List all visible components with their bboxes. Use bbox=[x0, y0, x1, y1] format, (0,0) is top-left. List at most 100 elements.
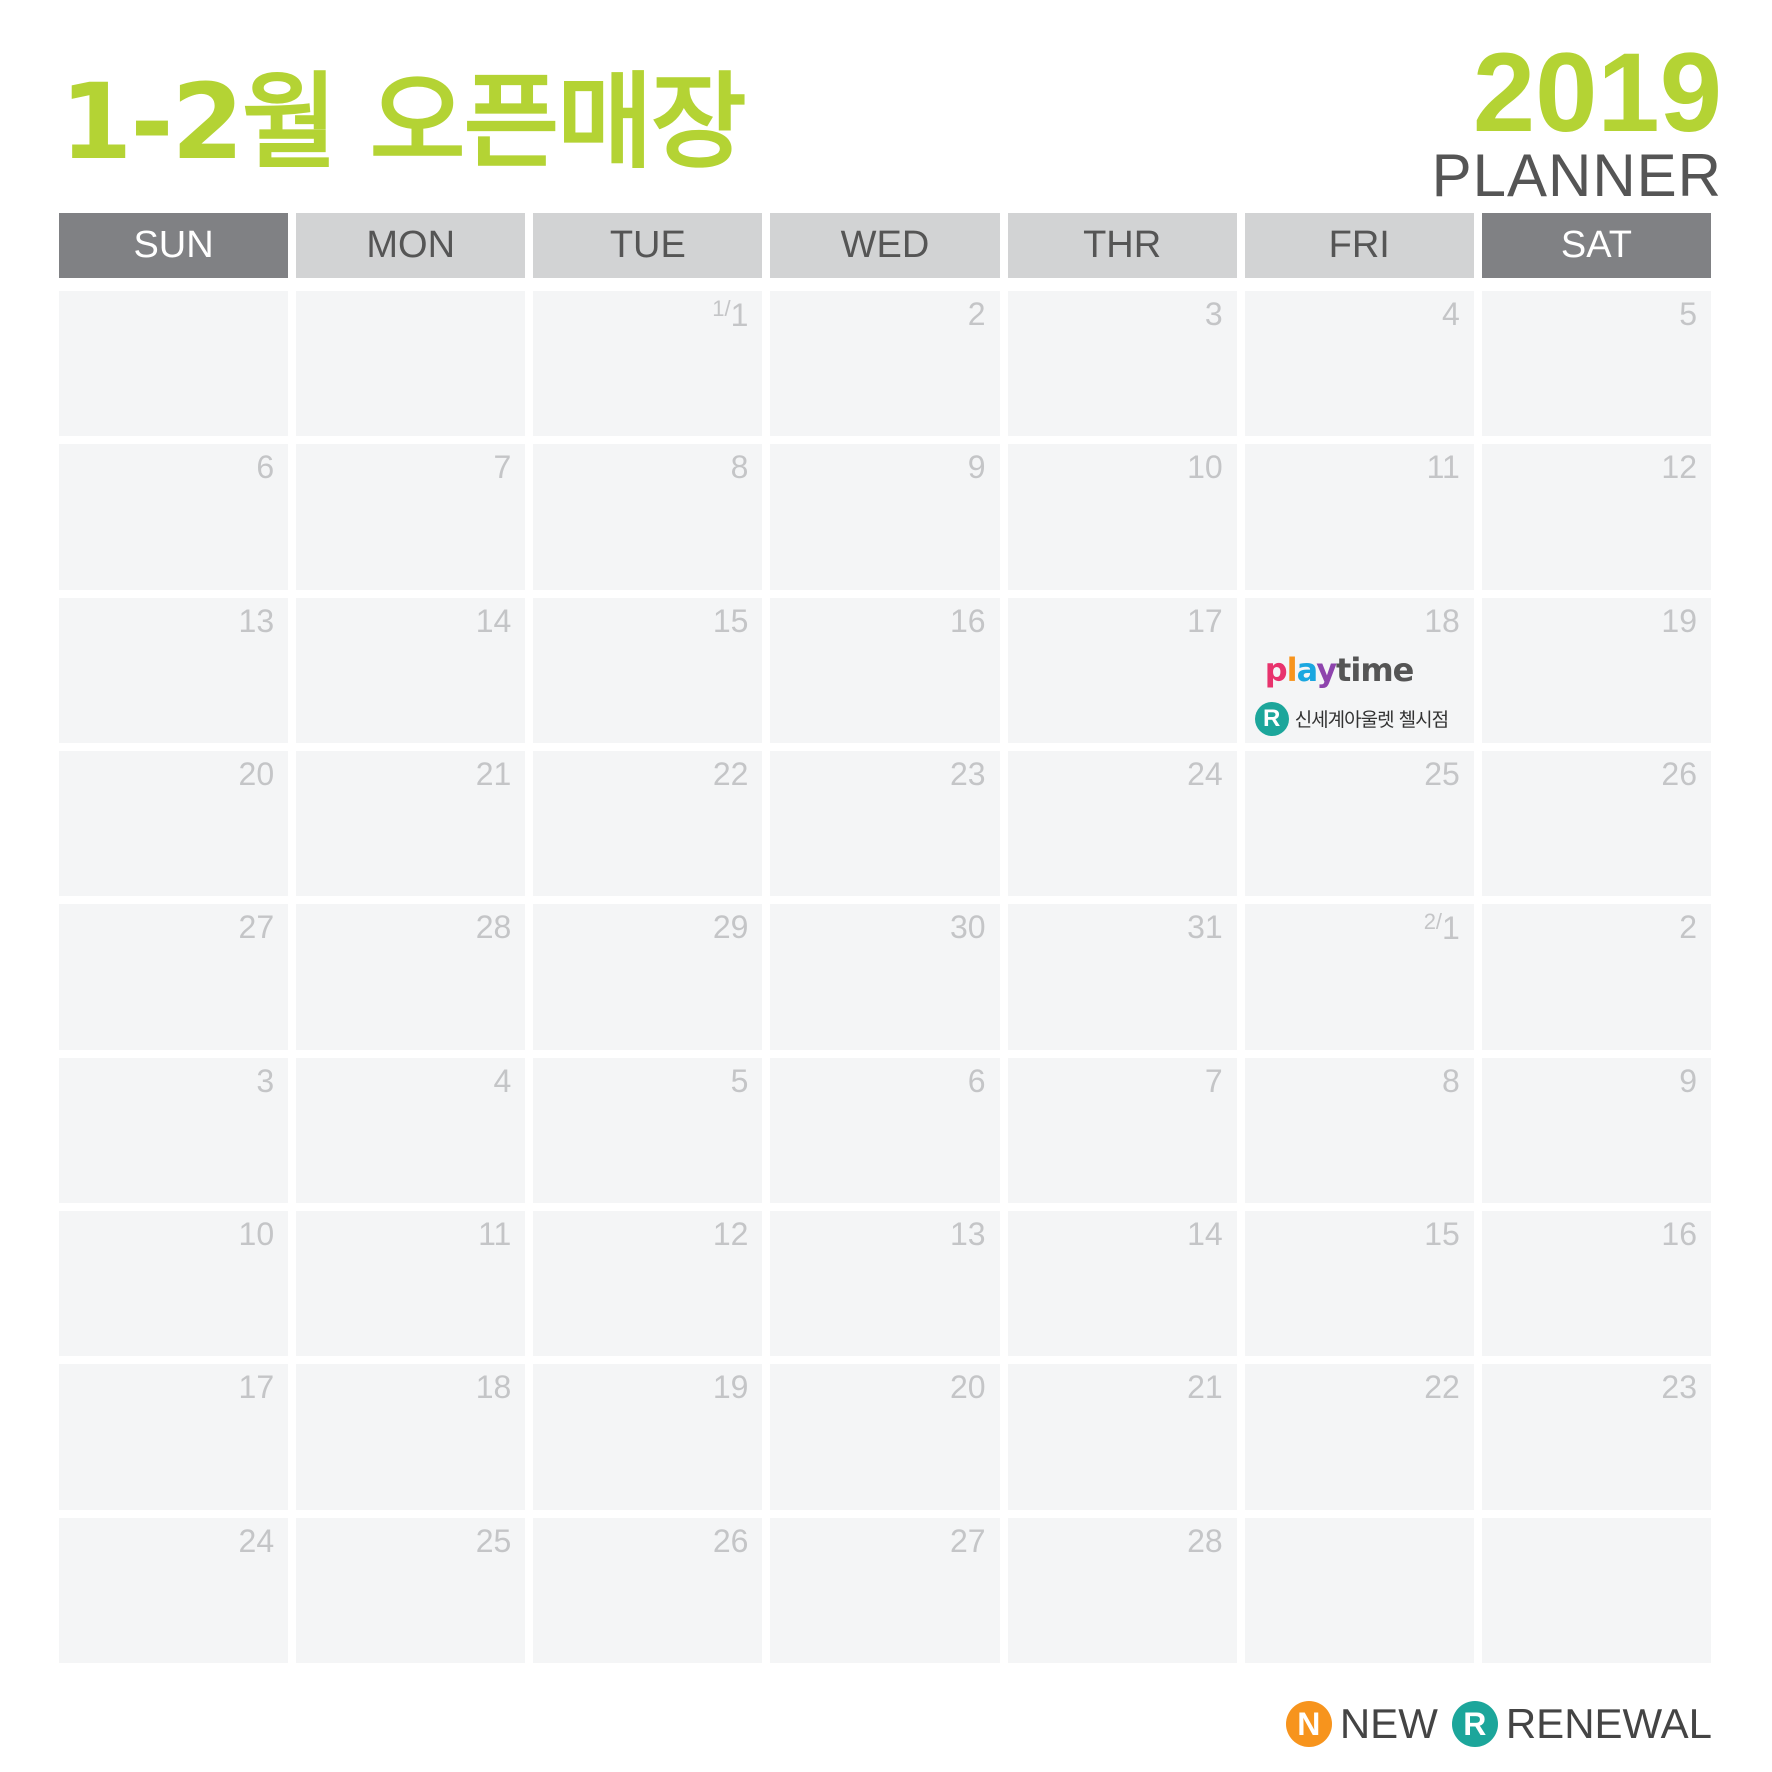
month-marker: 1/ bbox=[712, 296, 731, 321]
day-cell[interactable]: 24 bbox=[59, 1517, 289, 1663]
day-cell[interactable]: 29 bbox=[533, 904, 763, 1050]
day-cell[interactable]: 12 bbox=[533, 1210, 763, 1357]
day-cell[interactable]: 26 bbox=[533, 1517, 763, 1663]
day-cell[interactable]: 9 bbox=[770, 444, 1000, 590]
day-value: 30 bbox=[949, 909, 986, 946]
day-cell[interactable]: 3 bbox=[59, 1057, 289, 1203]
day-value: 15 bbox=[1424, 1215, 1460, 1252]
day-cell[interactable]: 23 bbox=[770, 750, 1000, 897]
day-value: 8 bbox=[730, 449, 749, 486]
day-cell[interactable]: 5 bbox=[1481, 291, 1711, 437]
day-value: 20 bbox=[949, 1369, 986, 1406]
day-cell[interactable]: 16 bbox=[1481, 1210, 1711, 1357]
day-cell[interactable]: 20 bbox=[770, 1364, 1000, 1510]
day-number: 20 bbox=[950, 1370, 986, 1405]
header-sun: SUN bbox=[59, 213, 289, 278]
day-cell[interactable]: 10 bbox=[1007, 444, 1237, 590]
day-value: 26 bbox=[712, 1522, 749, 1559]
day-cell[interactable]: 21 bbox=[1007, 1364, 1237, 1510]
day-cell[interactable]: 19 bbox=[1481, 597, 1711, 743]
day-value: 1 bbox=[1442, 910, 1460, 947]
day-value: 26 bbox=[1661, 755, 1697, 792]
day-number: 4 bbox=[493, 1063, 511, 1099]
day-cell[interactable]: 16 bbox=[770, 597, 1000, 743]
day-cell[interactable]: 15 bbox=[1244, 1210, 1474, 1357]
day-cell[interactable]: 11 bbox=[1244, 444, 1474, 590]
day-value: 12 bbox=[1661, 449, 1697, 486]
day-cell[interactable] bbox=[1481, 1517, 1711, 1663]
renewal-badge-icon: R bbox=[1451, 1701, 1498, 1747]
day-cell[interactable]: 21 bbox=[296, 750, 526, 897]
day-cell[interactable]: 28 bbox=[1007, 1517, 1237, 1663]
day-cell[interactable]: 17 bbox=[1007, 597, 1237, 743]
day-cell[interactable] bbox=[59, 291, 289, 437]
day-cell[interactable]: 4 bbox=[296, 1057, 526, 1203]
day-number: 23 bbox=[950, 756, 986, 792]
day-cell[interactable]: 27 bbox=[770, 1517, 1000, 1663]
day-cell[interactable] bbox=[296, 291, 526, 437]
day-cell[interactable]: 6 bbox=[59, 444, 289, 590]
day-cell[interactable] bbox=[1244, 1517, 1474, 1663]
day-cell[interactable]: 15 bbox=[533, 597, 763, 743]
day-number: 21 bbox=[1187, 1370, 1223, 1405]
day-number: 24 bbox=[1187, 756, 1223, 792]
day-value: 22 bbox=[712, 755, 749, 792]
day-cell[interactable]: 2 bbox=[1481, 904, 1711, 1050]
day-number: 23 bbox=[1661, 1370, 1697, 1405]
day-cell[interactable]: 30 bbox=[770, 904, 1000, 1050]
header-tue: TUE bbox=[533, 213, 763, 278]
day-value: 5 bbox=[730, 1062, 749, 1099]
day-cell[interactable]: 26 bbox=[1481, 750, 1711, 897]
store-line: R 신세계아울렛 첼시점 bbox=[1254, 701, 1460, 736]
day-cell[interactable]: 19 bbox=[533, 1364, 763, 1510]
day-cell[interactable]: 13 bbox=[770, 1210, 1000, 1357]
day-cell[interactable]: 31 bbox=[1007, 904, 1237, 1050]
day-cell[interactable]: 9 bbox=[1481, 1057, 1711, 1203]
day-cell[interactable]: 7 bbox=[296, 444, 526, 590]
day-cell[interactable]: 25 bbox=[1244, 750, 1474, 897]
day-cell[interactable]: 8 bbox=[533, 444, 763, 590]
day-cell[interactable]: 10 bbox=[59, 1210, 289, 1357]
day-cell[interactable]: 20 bbox=[59, 750, 289, 897]
day-cell[interactable]: 24 bbox=[1007, 750, 1237, 897]
day-cell[interactable]: 6 bbox=[770, 1057, 1000, 1203]
day-number: 4 bbox=[1442, 296, 1460, 332]
day-number: 15 bbox=[1424, 1215, 1460, 1252]
day-cell[interactable]: 11 bbox=[296, 1210, 526, 1357]
day-number: 12 bbox=[1661, 450, 1697, 485]
day-cell[interactable]: 8 bbox=[1244, 1057, 1474, 1203]
day-number: 27 bbox=[239, 910, 275, 945]
day-cell[interactable]: 22 bbox=[1244, 1364, 1474, 1510]
day-cell[interactable]: 2/1 bbox=[1244, 904, 1474, 1050]
day-cell[interactable]: 23 bbox=[1481, 1364, 1711, 1510]
day-cell[interactable]: 18 bbox=[296, 1364, 526, 1510]
header-thr: THR bbox=[1007, 213, 1237, 278]
day-cell[interactable]: 17 bbox=[59, 1364, 289, 1510]
day-value: 6 bbox=[256, 449, 275, 486]
day-value: 16 bbox=[949, 602, 986, 639]
day-number: 15 bbox=[712, 602, 749, 639]
day-cell[interactable]: 13 bbox=[59, 597, 289, 743]
day-value: 15 bbox=[712, 602, 749, 639]
legend-new: N NEW bbox=[1285, 1700, 1438, 1748]
day-cell[interactable]: 25 bbox=[296, 1517, 526, 1663]
day-cell[interactable]: 27 bbox=[59, 904, 289, 1050]
day-cell[interactable]: 12 bbox=[1481, 444, 1711, 590]
day-cell[interactable]: 3 bbox=[1007, 291, 1237, 437]
day-cell[interactable]: 7 bbox=[1007, 1057, 1237, 1203]
day-cell[interactable]: 28 bbox=[296, 904, 526, 1050]
day-number: 2 bbox=[968, 296, 986, 332]
day-number: 11 bbox=[1427, 450, 1460, 485]
day-cell[interactable]: 14 bbox=[296, 597, 526, 743]
day-cell[interactable]: 22 bbox=[533, 750, 763, 897]
new-badge-icon: N bbox=[1285, 1701, 1332, 1747]
day-cell[interactable]: 2 bbox=[770, 291, 1000, 437]
calendar-grid: 1/1 2 3 4 5 6 7 8 9 10 11 12 13 14 15 16 17 18 playtime R 신세… bbox=[59, 291, 1711, 1663]
day-cell[interactable]: 5 bbox=[533, 1057, 763, 1203]
day-cell[interactable]: 1/1 bbox=[533, 291, 763, 437]
day-number: 31 bbox=[1187, 910, 1223, 945]
day-cell[interactable]: 4 bbox=[1244, 291, 1474, 437]
day-cell[interactable]: 14 bbox=[1007, 1210, 1237, 1357]
day-cell[interactable]: 18 playtime R 신세계아울렛 첼시점 bbox=[1244, 597, 1474, 743]
day-value: 12 bbox=[712, 1215, 749, 1252]
